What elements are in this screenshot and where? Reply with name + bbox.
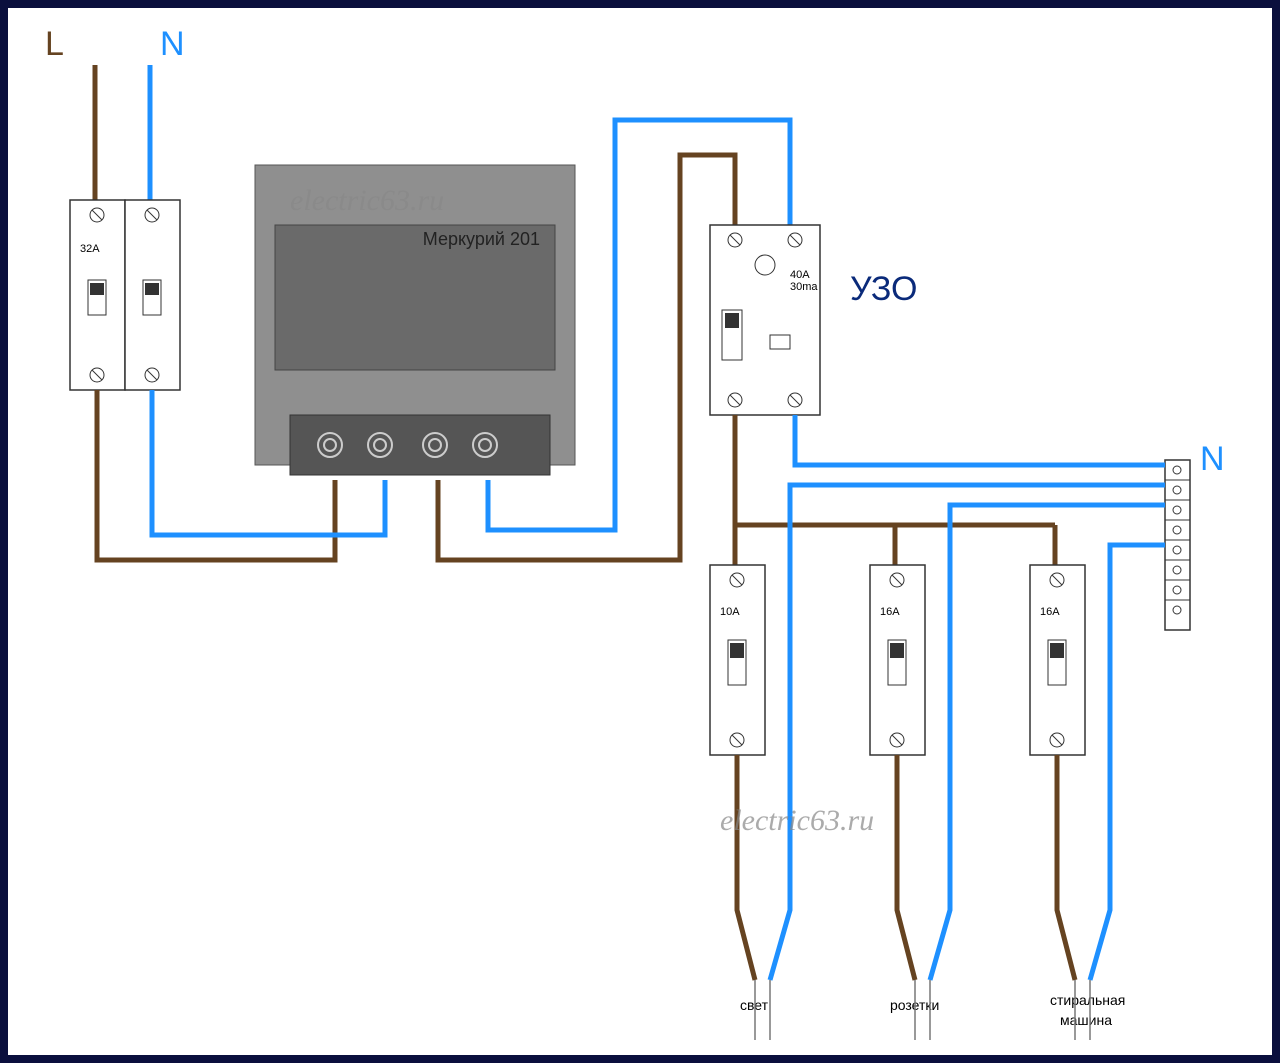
main-breaker-rating: 32A (80, 243, 100, 255)
wiring-diagram: L N Меркурий 201 electric63.ru 32A (0, 0, 1280, 1063)
meter-label: Меркурий 201 (423, 229, 540, 249)
rcd-sensitivity: 30ma (790, 281, 818, 293)
caption-b3-line2: машина (1060, 1012, 1112, 1028)
breaker1-rating: 10A (720, 606, 740, 618)
rcd-device: 40A 30ma (710, 225, 820, 415)
watermark-2: electric63.ru (720, 804, 874, 837)
neutral-busbar (1165, 460, 1190, 630)
breaker-3: 16A (1030, 565, 1085, 755)
watermark-1: electric63.ru (290, 184, 444, 217)
breaker-1: 10A (710, 565, 765, 755)
breaker2-rating: 16A (880, 606, 900, 618)
breaker-2: 16A (870, 565, 925, 755)
label-N-top: N (160, 25, 185, 63)
breaker3-rating: 16A (1040, 606, 1060, 618)
rcd-rating: 40A (790, 269, 810, 281)
caption-b3-line1: стиральная (1050, 992, 1125, 1008)
label-L: L (45, 25, 64, 63)
main-breaker: 32A (70, 200, 180, 390)
label-N-right: N (1200, 440, 1225, 478)
uzo-label: УЗО (850, 270, 917, 308)
energy-meter: Меркурий 201 electric63.ru (255, 165, 575, 475)
frame (4, 4, 1276, 1059)
